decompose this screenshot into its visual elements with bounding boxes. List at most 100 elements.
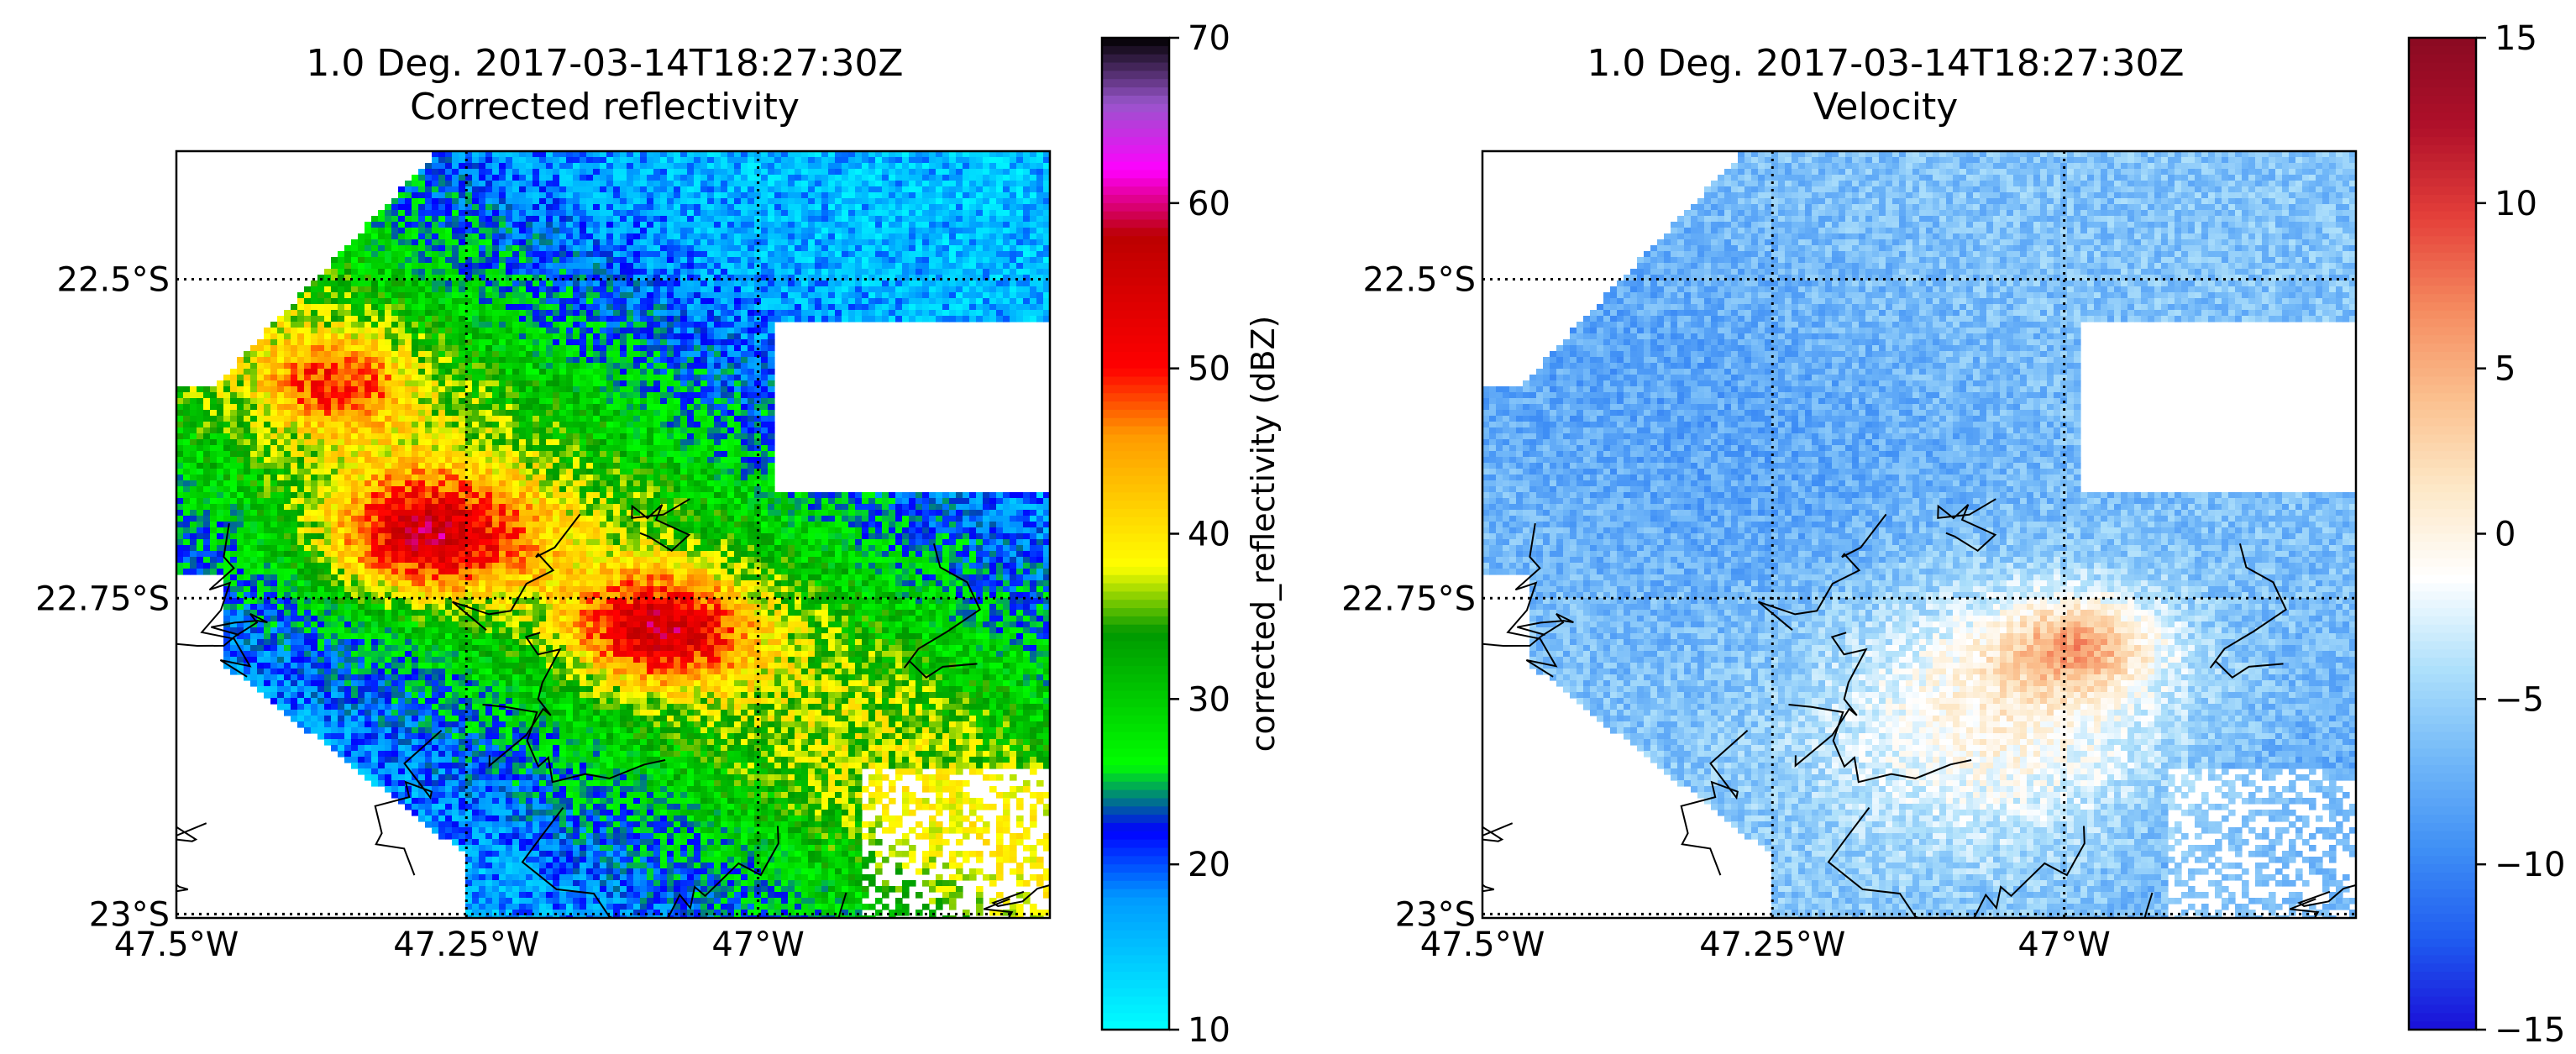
colorbar-segment [1102, 318, 1169, 328]
colorbar-segment [2409, 120, 2476, 130]
colorbar-tick-label: 5 [2495, 350, 2516, 389]
radar-field [176, 151, 1050, 918]
colorbar-segment [1102, 748, 1169, 758]
colorbar-label: corrected_reflectivity (dBZ) [1245, 316, 1282, 752]
colorbar-segment [2409, 922, 2476, 931]
colorbar-segment [2409, 815, 2476, 824]
colorbar-segment [1102, 269, 1169, 279]
colorbar-segment [1102, 789, 1169, 800]
colorbar-segment [2409, 417, 2476, 427]
colorbar-segment [1102, 459, 1169, 469]
colorbar-segment [2409, 905, 2476, 915]
colorbar-segment [1102, 1013, 1169, 1022]
colorbar-segment [2409, 501, 2476, 510]
municipal-borders [1482, 498, 2356, 918]
colorbar-segment [2409, 930, 2476, 940]
colorbar-tick-label: 30 [1188, 680, 1230, 719]
colorbar-segment [2409, 947, 2476, 957]
colorbar-segment [1102, 550, 1169, 559]
colorbar-segment [1102, 922, 1169, 931]
colorbar-segment [2409, 873, 2476, 882]
colorbar-segment [1102, 674, 1169, 684]
colorbar-segment [2409, 54, 2476, 64]
colorbar-segment [2409, 385, 2476, 394]
colorbar-segment [1102, 889, 1169, 899]
colorbar-segment [2409, 170, 2476, 180]
colorbar-segment [1102, 963, 1169, 973]
colorbar-tick-label: −5 [2495, 680, 2544, 719]
colorbar-segment [2409, 161, 2476, 171]
colorbar-segment [2409, 600, 2476, 609]
colorbar-segment [2409, 889, 2476, 899]
colorbar-segment [2409, 335, 2476, 344]
colorbar-segment [2409, 286, 2476, 295]
colorbar-segment [1102, 583, 1169, 593]
colorbar-segment [2409, 897, 2476, 907]
colorbar-segment [1102, 716, 1169, 725]
colorbar-segment [2409, 632, 2476, 642]
colorbar-segment [1102, 501, 1169, 510]
colorbar-segment [1102, 178, 1169, 187]
colorbar-segment [1102, 905, 1169, 915]
colorbar-segment [2409, 690, 2476, 700]
colorbar-segment [2409, 616, 2476, 626]
colorbar-segment [1102, 467, 1169, 477]
colorbar-segment [1102, 873, 1169, 882]
map-frame [1481, 149, 2358, 920]
colorbar-segment [2409, 723, 2476, 733]
colorbar-segment [1102, 732, 1169, 742]
colorbar-segment [1102, 376, 1169, 386]
colorbar-segment [2409, 318, 2476, 328]
colorbar-segment [1102, 822, 1169, 832]
colorbar-segment [2409, 574, 2476, 585]
colorbar-segment [2409, 144, 2476, 155]
colorbar-segment [1102, 484, 1169, 494]
colorbar-segment [1102, 864, 1169, 873]
colorbar-segment [1102, 120, 1169, 130]
colorbar-segment [2409, 781, 2476, 791]
colorbar-segment [1102, 79, 1169, 88]
colorbar-segment [1102, 574, 1169, 585]
colorbar-segment [1102, 236, 1169, 245]
colorbar-segment [2409, 434, 2476, 444]
colorbar-segment [1102, 781, 1169, 791]
colorbar-segment [1102, 665, 1169, 675]
colorbar-segment [2409, 624, 2476, 634]
colorbar-segment [1102, 566, 1169, 576]
colorbar-segment [2409, 914, 2476, 923]
colorbar-segment [2409, 112, 2476, 122]
colorbar-segment [2409, 178, 2476, 187]
colorbar-segment [1102, 153, 1169, 163]
colorbar-segment [2409, 641, 2476, 651]
colorbar-segment [1102, 277, 1169, 287]
colorbar-segment [1102, 608, 1169, 617]
colorbar-segment [2409, 368, 2476, 378]
x-tick-label: 47°W [2017, 926, 2110, 964]
colorbar-segment [1102, 979, 1169, 989]
colorbar-segment [1102, 335, 1169, 344]
colorbar-segment [2409, 591, 2476, 601]
colorbar-segment [2409, 839, 2476, 849]
colorbar-segment [1102, 914, 1169, 923]
colorbar-segment [2409, 459, 2476, 469]
colorbar-segment [2409, 533, 2476, 543]
colorbar-segment [1102, 658, 1169, 667]
colorbar-segment [2409, 194, 2476, 204]
y-tick-label: 22.75°S [1341, 579, 1476, 618]
colorbar-segment [2409, 327, 2476, 337]
colorbar-segment [1102, 409, 1169, 419]
colorbar-segment [2409, 492, 2476, 501]
colorbar-segment [2409, 137, 2476, 146]
reflectivity-title-line1: 1.0 Deg. 2017-03-14T18:27:30Z [176, 42, 1033, 86]
colorbar-segment [2409, 38, 2476, 47]
colorbar-segment [1102, 847, 1169, 857]
colorbar-segment [1102, 137, 1169, 146]
radar-field [1482, 151, 2356, 918]
y-tick-label: 22.5°S [1363, 260, 1476, 299]
velocity-title-line2: Velocity [1457, 86, 2314, 129]
colorbar-segment [2409, 748, 2476, 758]
colorbar-segment [1102, 632, 1169, 642]
colorbar-segment [1102, 87, 1169, 97]
colorbar-segment [1102, 128, 1169, 138]
colorbar-tick-label: 10 [2495, 185, 2537, 223]
